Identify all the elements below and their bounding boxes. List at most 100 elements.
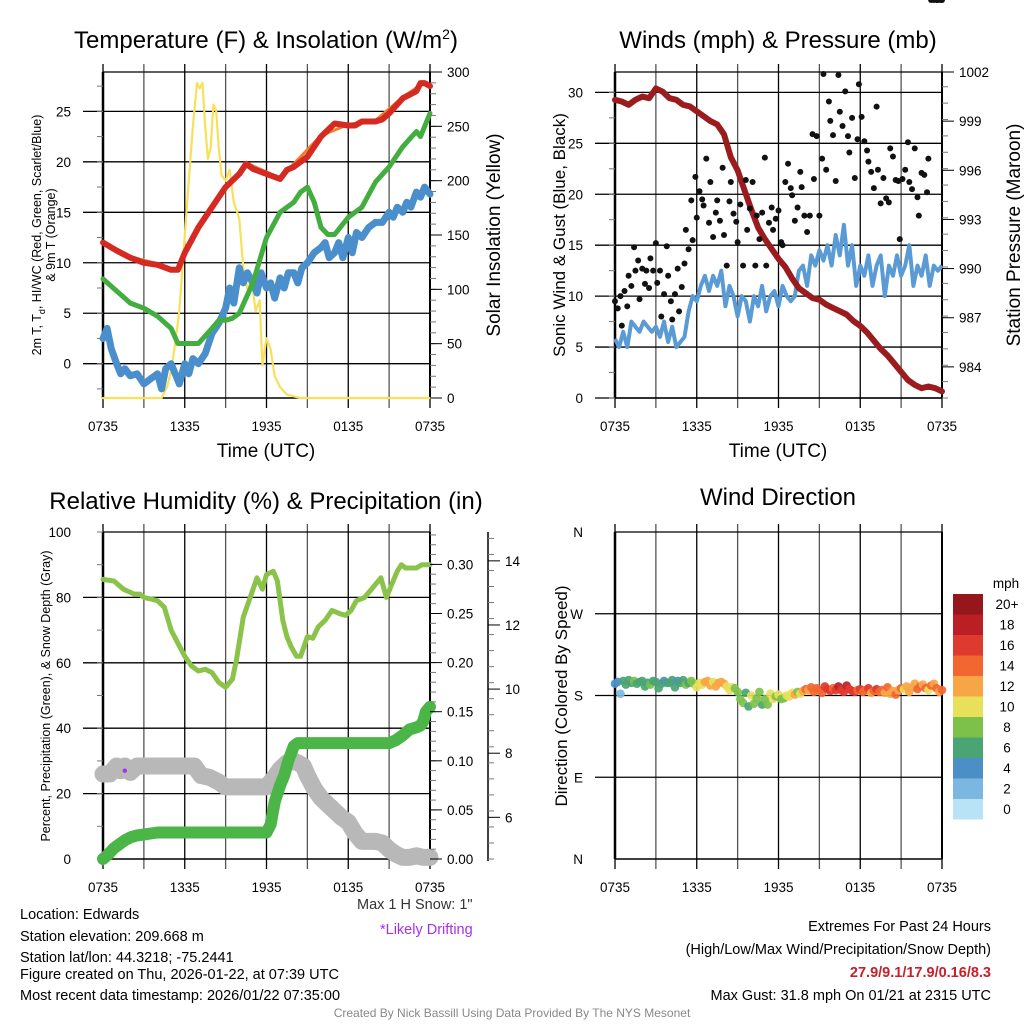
winds-panel: Winds (mph) & Pressure (mb) Sonic Wind &… [550, 0, 1024, 462]
temperature-ylabel: 2m T, Td, HI/WC (Red, Green, Scarlet/Blu… [30, 115, 47, 356]
gust-point [706, 219, 713, 226]
precip-right-tick-label: 0.30 [447, 557, 473, 572]
insolation-right-tick-label: 150 [447, 228, 470, 243]
temperature-x-tick-label: 1935 [251, 419, 281, 434]
gust-point [909, 186, 916, 193]
winds-y-tick-label: 15 [568, 238, 583, 253]
max-gust-text: Max Gust: 31.8 mph On 01/21 at 2315 UTC [710, 988, 991, 1004]
gust-point [813, 133, 820, 140]
gust-point [816, 212, 823, 219]
gust-point [846, 149, 853, 156]
gust-point [806, 212, 813, 219]
humidity-y-tick-label: 60 [56, 656, 71, 671]
colorbar-label: 4 [1003, 761, 1011, 776]
gust-point [733, 218, 740, 225]
temperature-ticks: 0735 1335 1935 0135 073505101520250501001502… [56, 65, 470, 434]
gust-point [849, 114, 856, 121]
gust-point [880, 174, 887, 181]
winds-series [612, 0, 945, 395]
gust-point [791, 217, 798, 224]
colorbar-swatch [953, 799, 983, 820]
colorbar-swatch [953, 635, 983, 656]
gust-point [839, 122, 846, 129]
precip-right-tick-label: 0.20 [447, 656, 473, 671]
colorbar-label: 18 [999, 618, 1014, 633]
gust-point [877, 200, 884, 207]
series-wind-chill [99, 183, 434, 393]
temperature-x-tick-label: 0735 [88, 419, 118, 434]
gust-point [787, 185, 794, 192]
temperature-x-tick-label: 0135 [333, 419, 363, 434]
speed-colorbar: mph 20+ 18 16 14 12 10 8 6 4 2 0 [953, 576, 1019, 820]
colorbar-swatch [953, 594, 983, 615]
pressure-ylabel: Station Pressure (Maroon) [1004, 124, 1024, 347]
gust-point [902, 166, 909, 173]
gust-point [911, 145, 918, 152]
gust-point [823, 166, 830, 173]
gust-point [730, 210, 737, 217]
gust-point [688, 197, 695, 204]
gust-point [925, 155, 932, 162]
colorbar-label: 6 [1003, 741, 1011, 756]
gust-point [719, 164, 726, 171]
gust-point [753, 212, 760, 219]
winds-title: Winds (mph) & Pressure (mb) [619, 27, 936, 54]
gust-point [618, 322, 625, 329]
snow-depth-right-tick-label: 8 [505, 746, 513, 761]
gust-point [873, 103, 880, 110]
colorbar-swatch [953, 696, 983, 717]
wind-direction-ylabel: Direction (Colored By Speed) [552, 585, 571, 806]
gust-point [819, 155, 826, 162]
gust-point [707, 179, 714, 186]
wind-direction-grid [595, 524, 943, 869]
extremes-title: Extremes For Past 24 Hours [808, 919, 991, 935]
colorbar-swatch [953, 758, 983, 779]
gust-point [699, 196, 706, 203]
gust-point [827, 117, 834, 124]
gust-point [734, 239, 741, 246]
colorbar-swatch [953, 717, 983, 738]
humidity-grid [83, 524, 431, 869]
credit-text: Created By Nick Bassill Using Data Provi… [333, 1006, 691, 1020]
colorbar-swatch [953, 614, 983, 635]
colorbar-label: 12 [999, 679, 1014, 694]
gust-point [663, 243, 670, 250]
temperature-x-tick-label: 0735 [415, 419, 445, 434]
snow-depth-right-tick-label: 12 [505, 618, 520, 633]
gust-point [870, 185, 877, 192]
pressure-right-tick-label: 990 [959, 262, 982, 277]
temperature-y-tick-label: 15 [56, 205, 71, 220]
precip-right-tick-label: 0.05 [447, 803, 473, 818]
gust-point [726, 198, 733, 205]
gust-point [646, 284, 653, 291]
wind-direction-x-tick-label: 0735 [927, 880, 957, 895]
wind-direction-point [616, 689, 625, 698]
gust-point [621, 288, 628, 295]
gust-point [614, 305, 621, 312]
gust-point [752, 262, 759, 269]
wind-direction-y-tick-label: S [574, 689, 583, 704]
gust-point [647, 255, 654, 262]
gust-point [906, 179, 913, 186]
gust-point [749, 179, 756, 186]
gust-point [689, 237, 696, 244]
gust-point [625, 272, 632, 279]
gust-point [678, 283, 685, 290]
insolation-ylabel: Solar Insolation (Yellow) [484, 133, 505, 336]
pressure-line [612, 85, 945, 395]
drifting-marker [122, 768, 128, 773]
gust-point [921, 171, 928, 178]
gust-point [864, 147, 871, 154]
gust-point [656, 267, 663, 274]
temperature-y-tick-label: 10 [56, 256, 71, 271]
precipitation-line [97, 700, 436, 865]
gust-point [899, 175, 906, 182]
gust-point [854, 136, 861, 143]
insolation-right-tick-label: 0 [447, 391, 455, 406]
winds-ylabel: Sonic Wind & Gust (Blue, Black) [550, 113, 569, 357]
gust-point [641, 280, 648, 287]
gust-point [842, 88, 849, 95]
gust-point [939, 0, 945, 3]
humidity-ticks: 0735 1335 1935 0135 0735 0 20 40 60 80 100 0.00 0.05… [48, 525, 520, 895]
winds-y-tick-label: 30 [568, 85, 583, 100]
